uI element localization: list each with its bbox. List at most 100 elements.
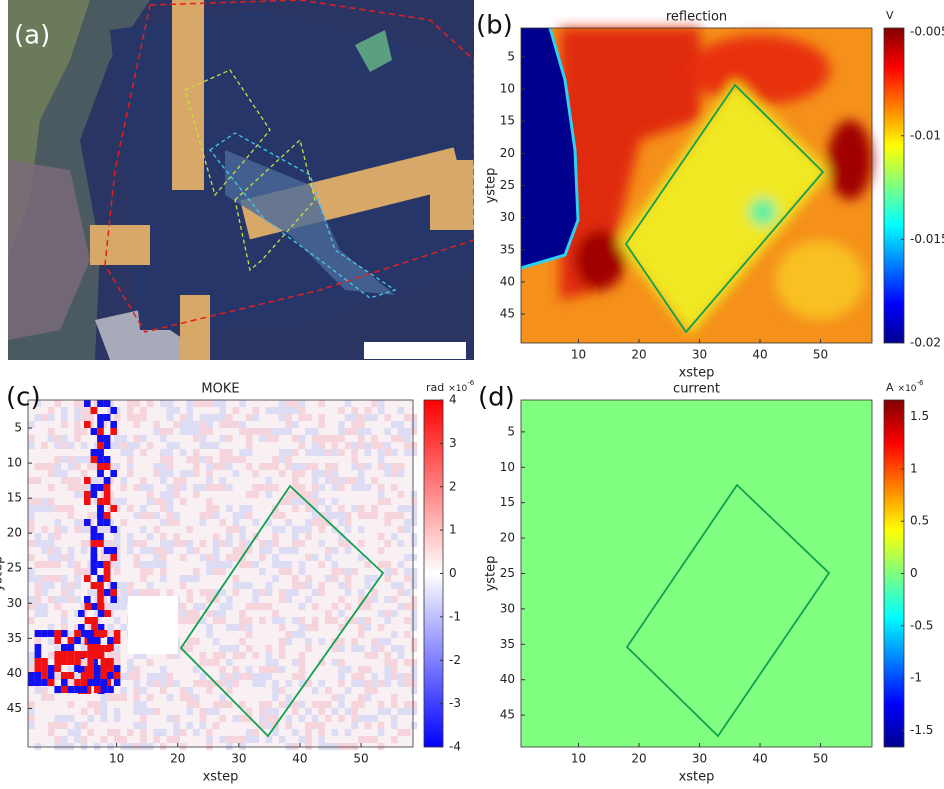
heatmap-texture: [206, 512, 213, 519]
heatmap-texture: [371, 596, 378, 603]
heatmap-texture: [411, 442, 418, 449]
heatmap-texture: [127, 442, 134, 449]
heatmap-texture: [74, 575, 81, 582]
heatmap-texture: [114, 672, 121, 679]
heatmap-texture: [411, 421, 418, 428]
heatmap-texture: [391, 463, 398, 470]
heatmap-texture: [246, 491, 253, 498]
heatmap-texture: [87, 630, 94, 637]
heatmap-texture: [404, 526, 411, 533]
heatmap-texture: [54, 456, 61, 463]
heatmap-texture: [61, 456, 68, 463]
heatmap-texture: [411, 498, 418, 505]
heatmap-texture: [114, 463, 121, 470]
y-tick-label: 40: [500, 672, 515, 686]
heatmap-texture: [28, 575, 35, 582]
heatmap-texture: [97, 442, 104, 449]
heatmap-texture: [180, 610, 187, 617]
heatmap-texture: [404, 603, 411, 610]
heatmap-texture: [54, 715, 61, 722]
heatmap-texture: [107, 658, 114, 665]
heatmap-texture: [68, 672, 75, 679]
heatmap-texture: [28, 554, 35, 561]
heatmap-texture: [35, 644, 42, 651]
heatmap-texture: [87, 679, 94, 686]
heatmap-texture: [233, 736, 240, 743]
heatmap-texture: [219, 673, 226, 680]
axes-title: reflection: [666, 10, 727, 25]
heatmap-texture: [233, 680, 240, 687]
heatmap-bg: [521, 400, 872, 747]
heatmap-texture: [114, 652, 121, 659]
colorbar-tick-label: 2: [449, 479, 457, 493]
heatmap: [28, 400, 417, 750]
heatmap-texture: [140, 687, 147, 694]
heatmap-texture: [213, 617, 220, 624]
heatmap-texture: [180, 540, 187, 547]
heatmap-texture: [120, 442, 127, 449]
heatmap-texture: [325, 743, 332, 750]
heatmap-texture: [345, 568, 352, 575]
heatmap-texture: [404, 575, 411, 582]
heatmap-texture: [371, 680, 378, 687]
heatmap-texture: [180, 554, 187, 561]
heatmap-texture: [233, 470, 240, 477]
heatmap-texture: [120, 673, 127, 680]
heatmap-texture: [87, 715, 94, 722]
heatmap-texture: [173, 540, 180, 547]
heatmap-texture: [186, 414, 193, 421]
colorbar-unit: V: [886, 9, 894, 22]
heatmap-texture: [345, 512, 352, 519]
heatmap-texture: [87, 672, 94, 679]
heatmap-texture: [61, 505, 68, 512]
heatmap-texture: [312, 428, 319, 435]
heatmap-texture: [378, 645, 385, 652]
heatmap-texture: [384, 463, 391, 470]
heatmap-texture: [206, 631, 213, 638]
heatmap-texture: [233, 589, 240, 596]
heatmap-texture: [35, 561, 42, 568]
heatmap-texture: [48, 540, 55, 547]
heatmap-texture: [160, 687, 167, 694]
heatmap-texture: [35, 665, 42, 672]
heatmap-texture: [219, 421, 226, 428]
heatmap-texture: [110, 421, 117, 428]
heatmap-texture: [153, 729, 160, 736]
heatmap-texture: [279, 652, 286, 659]
heatmap-texture: [186, 645, 193, 652]
heatmap-texture: [338, 596, 345, 603]
heatmap-texture: [97, 428, 104, 435]
heatmap-texture: [299, 666, 306, 673]
heatmap-texture: [101, 701, 108, 708]
heatmap-texture: [219, 435, 226, 442]
heatmap-texture: [219, 701, 226, 708]
heatmap-texture: [384, 708, 391, 715]
heatmap-texture: [68, 631, 75, 638]
heatmap-texture: [200, 456, 207, 463]
heatmap-texture: [338, 505, 345, 512]
heatmap-texture: [104, 512, 111, 519]
heatmap-texture: [206, 477, 213, 484]
heatmap-texture: [299, 582, 306, 589]
heatmap-texture: [272, 659, 279, 666]
heatmap-texture: [358, 477, 365, 484]
heatmap-texture: [292, 743, 299, 750]
heatmap-texture: [345, 687, 352, 694]
heatmap-texture: [91, 456, 98, 463]
heatmap-texture: [28, 617, 35, 624]
heatmap-texture: [81, 540, 88, 547]
heatmap-texture: [411, 568, 418, 575]
heatmap-texture: [101, 526, 108, 533]
heatmap-texture: [48, 414, 55, 421]
heatmap-texture: [351, 442, 358, 449]
heatmap-texture: [318, 589, 325, 596]
heatmap-texture: [391, 701, 398, 708]
heatmap-texture: [272, 575, 279, 582]
heatmap-texture: [411, 659, 418, 666]
heatmap-texture: [292, 407, 299, 414]
heatmap-texture: [110, 526, 117, 533]
heatmap-texture: [378, 498, 385, 505]
heatmap-texture: [272, 533, 279, 540]
heatmap-texture: [239, 512, 246, 519]
heatmap-texture: [305, 526, 312, 533]
